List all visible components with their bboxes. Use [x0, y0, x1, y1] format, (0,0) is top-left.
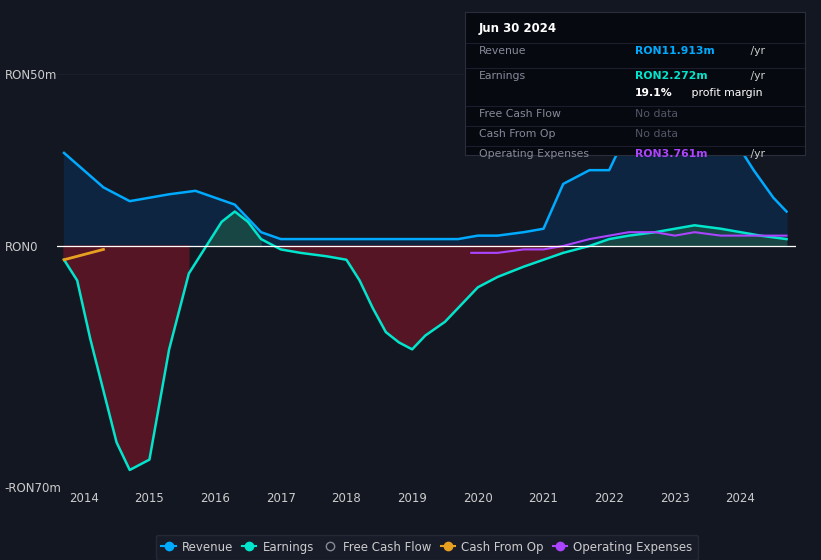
Text: Operating Expenses: Operating Expenses [479, 150, 589, 159]
Legend: Revenue, Earnings, Free Cash Flow, Cash From Op, Operating Expenses: Revenue, Earnings, Free Cash Flow, Cash … [155, 535, 699, 559]
Text: Earnings: Earnings [479, 71, 525, 81]
Text: /yr: /yr [747, 71, 765, 81]
Text: RON11.913m: RON11.913m [635, 46, 715, 57]
Text: RON3.761m: RON3.761m [635, 150, 708, 159]
Text: No data: No data [635, 109, 678, 119]
Text: 19.1%: 19.1% [635, 88, 672, 98]
Text: Cash From Op: Cash From Op [479, 129, 555, 139]
Text: profit margin: profit margin [688, 88, 762, 98]
Text: /yr: /yr [747, 150, 765, 159]
Text: No data: No data [635, 129, 678, 139]
Text: RON2.272m: RON2.272m [635, 71, 708, 81]
Text: Free Cash Flow: Free Cash Flow [479, 109, 561, 119]
Text: Revenue: Revenue [479, 46, 526, 57]
Text: /yr: /yr [747, 46, 765, 57]
Text: Jun 30 2024: Jun 30 2024 [479, 22, 557, 35]
